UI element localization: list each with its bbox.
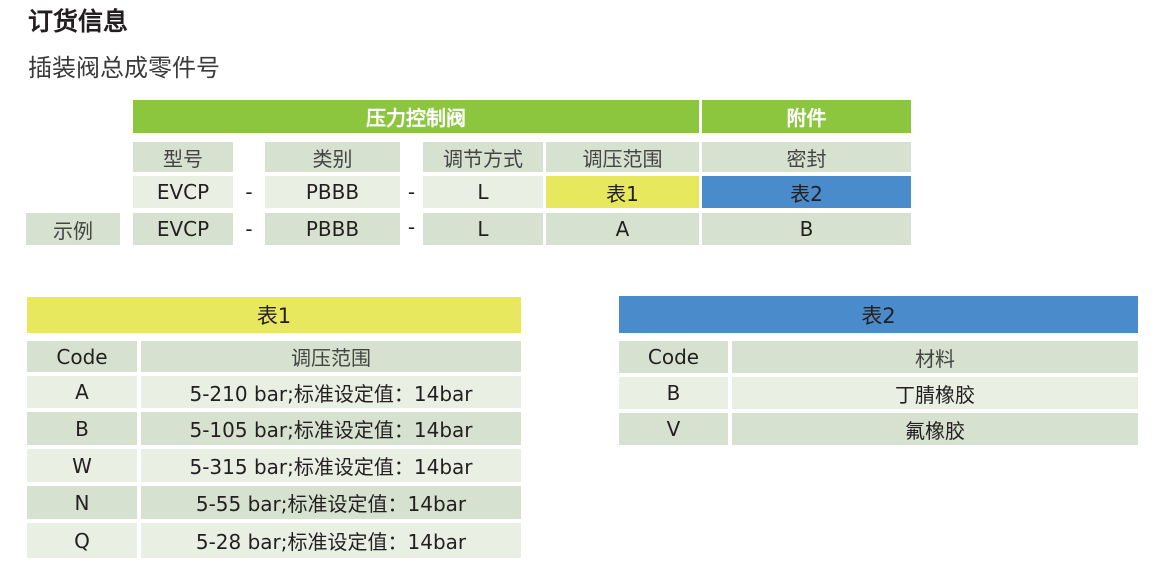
separator: - [245,180,253,204]
table2-material: 丁腈橡胶 [732,377,1138,409]
group-header-accessory: 附件 [702,100,911,133]
example-model: EVCP [133,213,233,245]
page-title: 订货信息 [28,7,129,36]
page-subtitle: 插装阀总成零件号 [28,54,220,82]
code-adjustment: L [423,176,543,208]
table1-code: B [27,412,137,445]
table1-code: Q [27,523,137,558]
code-model: EVCP [133,176,233,208]
col-header-model: 型号 [133,142,233,172]
group-header-pressure-valve: 压力控制阀 [133,100,699,133]
separator: - [407,180,416,204]
example-seal: B [702,213,911,245]
example-label: 示例 [26,213,120,245]
table2-title: 表2 [619,296,1138,333]
table2-header-code: Code [619,341,728,373]
table1-range: 5-55 bar;标准设定值：14bar [141,486,521,519]
table1-code: A [27,376,137,408]
col-header-category: 类别 [265,142,400,172]
table1-title: 表1 [27,297,521,333]
table1-range: 5-28 bar;标准设定值：14bar [141,523,521,558]
code-seal: 表2 [702,176,911,208]
code-category: PBBB [265,176,400,208]
col-header-adjustment: 调节方式 [423,142,543,172]
separator: - [245,217,253,241]
separator: - [407,215,416,239]
example-pressure-range: A [546,213,699,245]
table2-material: 氟橡胶 [732,413,1138,445]
table1-code: N [27,486,137,519]
code-pressure-range: 表1 [546,176,699,208]
table1-range: 5-315 bar;标准设定值：14bar [141,449,521,482]
table1-header-range: 调压范围 [141,341,521,372]
table2-header-material: 材料 [732,341,1138,373]
table1-range: 5-105 bar;标准设定值：14bar [141,412,521,445]
table1-range: 5-210 bar;标准设定值：14bar [141,376,521,408]
table2-code: V [619,413,728,445]
example-adjustment: L [423,213,543,245]
table1-code: W [27,449,137,482]
col-header-pressure-range: 调压范围 [546,142,699,172]
table1-header-code: Code [27,341,137,372]
col-header-seal: 密封 [702,142,911,172]
table2-code: B [619,377,728,409]
example-category: PBBB [265,213,400,245]
